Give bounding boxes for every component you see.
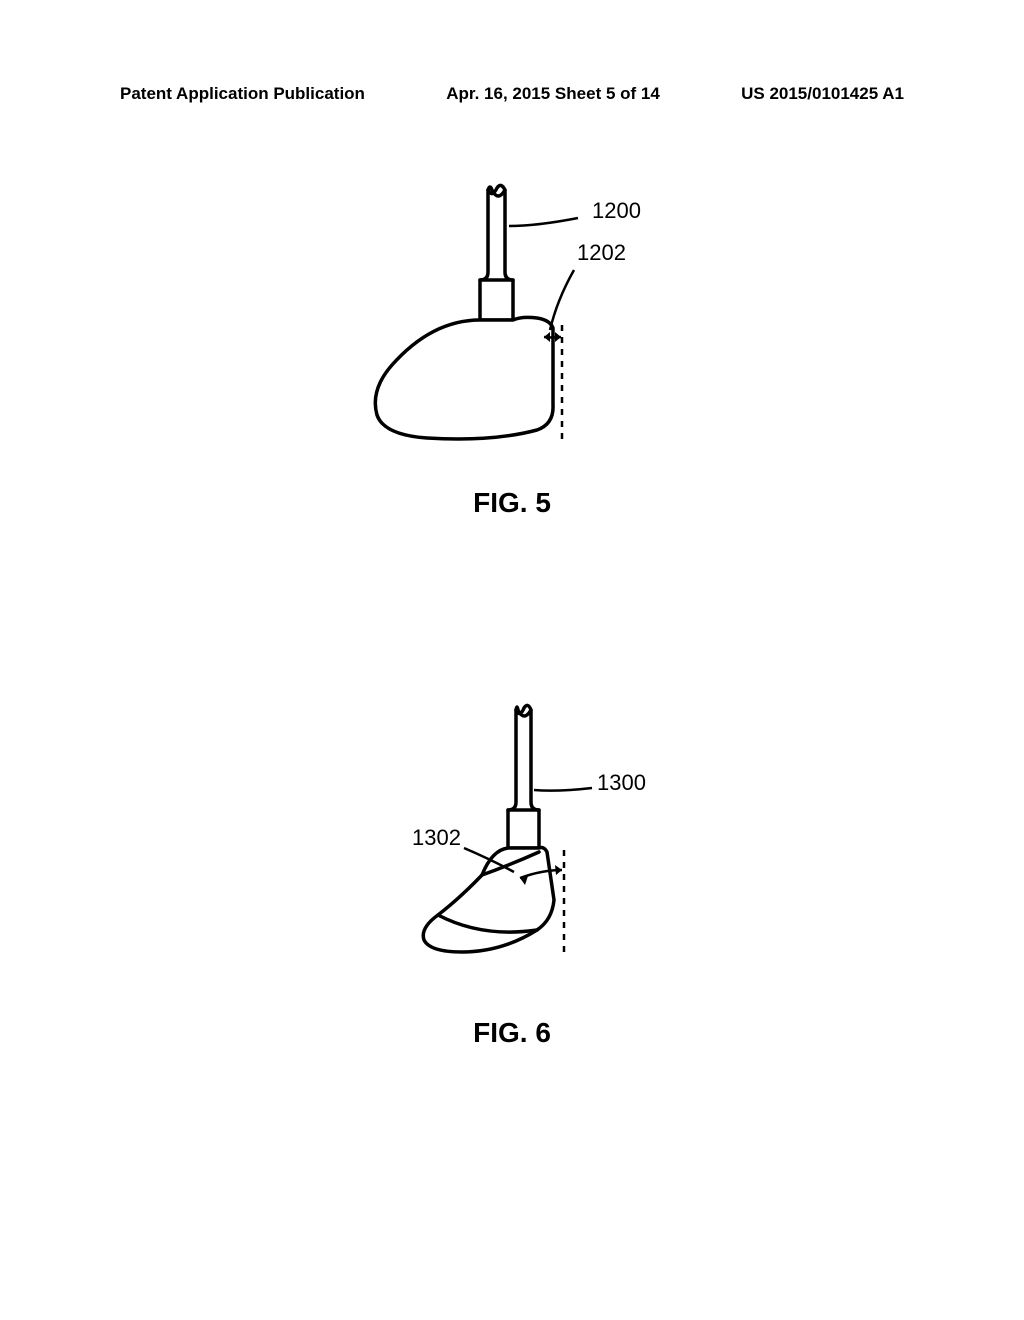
figure-5: 1200 1202 FIG. 5 xyxy=(0,180,1024,519)
fig6-ref-1300: 1300 xyxy=(597,770,646,796)
header-left: Patent Application Publication xyxy=(120,84,365,104)
fig6-ref-1302: 1302 xyxy=(412,825,461,851)
fig5-drawing xyxy=(322,180,702,470)
fig6-drawing xyxy=(342,700,682,1000)
page-header: Patent Application Publication Apr. 16, … xyxy=(0,84,1024,104)
header-right: US 2015/0101425 A1 xyxy=(741,84,904,104)
fig5-ref-1202: 1202 xyxy=(577,240,626,266)
figure-6: 1300 1302 FIG. 6 xyxy=(0,700,1024,1049)
header-center: Apr. 16, 2015 Sheet 5 of 14 xyxy=(446,84,660,104)
fig5-caption: FIG. 5 xyxy=(0,487,1024,519)
fig6-caption: FIG. 6 xyxy=(0,1017,1024,1049)
fig5-ref-1200: 1200 xyxy=(592,198,641,224)
